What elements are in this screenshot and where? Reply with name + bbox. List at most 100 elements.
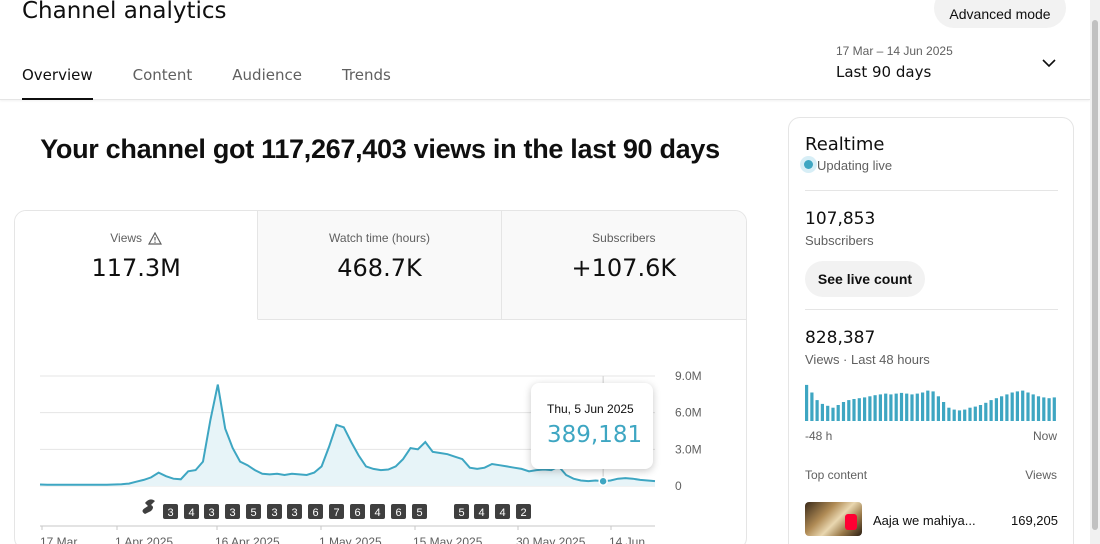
x-tick-label: 1 Apr 2025 (115, 535, 173, 544)
tab-content[interactable]: Content (132, 66, 193, 84)
upload-marker[interactable]: 6 (391, 504, 406, 519)
see-live-count-button[interactable]: See live count (805, 261, 925, 297)
upload-marker-count: 4 (478, 507, 484, 519)
upload-marker[interactable]: 4 (370, 504, 385, 519)
y-tick-label: 9.0M (675, 369, 702, 383)
upload-marker-count: 5 (250, 507, 256, 519)
realtime-bar (968, 407, 972, 421)
tab-trends[interactable]: Trends (341, 66, 391, 84)
realtime-bar (878, 394, 882, 421)
top-bar: Channel analytics Advanced mode Overview… (0, 0, 1090, 100)
y-tick-label: 6.0M (675, 406, 702, 420)
upload-marker[interactable]: 5 (412, 504, 427, 519)
metric-label: Subscribers (592, 231, 656, 245)
advanced-mode-button[interactable]: Advanced mode (934, 0, 1066, 28)
metric-tab-watch-time[interactable]: Watch time (hours) 468.7K (258, 211, 502, 320)
realtime-views-value: 828,387 (805, 328, 876, 348)
upload-marker[interactable]: 3 (267, 504, 282, 519)
metric-label: Watch time (hours) (329, 231, 430, 245)
upload-marker[interactable]: 3 (287, 504, 302, 519)
live-status: Updating live (817, 158, 893, 173)
realtime-bar (994, 398, 998, 421)
upload-marker[interactable]: 7 (329, 504, 344, 519)
realtime-bar (805, 384, 809, 421)
realtime-bar (1036, 396, 1041, 421)
shorts-icon (845, 514, 857, 530)
realtime-bar (952, 409, 956, 421)
views-chart[interactable]: 9.0M 6.0M 3.0M 0 3 4 3 3 5 3 3 6 7 6 4 6 5 5 4 4 2 17 Mar... 1… (15, 321, 747, 544)
upload-marker[interactable]: 4 (474, 504, 489, 519)
realtime-subscribers-value: 107,853 (805, 209, 876, 229)
realtime-bar (915, 393, 919, 421)
warning-icon[interactable] (148, 231, 163, 245)
upload-marker-count: 3 (291, 507, 297, 519)
y-tick-label: 0 (675, 479, 682, 493)
top-content-row[interactable]: Aaja we mahiya... 169,205 (805, 502, 1058, 536)
metric-tab-subscribers[interactable]: Subscribers +107.6K (501, 211, 746, 320)
views-column-label: Views (1025, 468, 1057, 482)
upload-marker-count: 4 (188, 507, 194, 519)
upload-marker-count: 6 (312, 507, 318, 519)
realtime-bar (1000, 396, 1004, 421)
x-tick-label: 17 Mar... (40, 535, 87, 544)
realtime-bar (847, 400, 851, 421)
realtime-bar (1005, 394, 1009, 421)
views-headline: Your channel got 117,267,403 views in th… (40, 134, 720, 164)
upload-marker-count: 3 (167, 507, 173, 519)
upload-marker[interactable]: 3 (225, 504, 240, 519)
x-tick-label: 14 Jun... (609, 535, 655, 544)
realtime-bar (957, 410, 962, 421)
realtime-card: Realtime Updating live 107,853 Subscribe… (788, 117, 1074, 544)
realtime-bar (863, 397, 867, 421)
realtime-bar (810, 392, 814, 421)
top-content-label: Top content (805, 468, 868, 482)
upload-marker[interactable]: 4 (184, 504, 199, 519)
realtime-bar (973, 406, 977, 421)
realtime-bar (1042, 397, 1046, 421)
metric-tab-views[interactable]: Views 117.3M (15, 211, 259, 320)
tab-audience[interactable]: Audience (232, 66, 302, 84)
realtime-bar (936, 396, 940, 421)
metric-tabs: Views 117.3M Watch time (hours) 468.7K S… (15, 211, 746, 320)
realtime-bar (894, 393, 898, 421)
upload-marker[interactable]: 3 (204, 504, 219, 519)
metric-label: Views (110, 231, 163, 245)
tab-overview[interactable]: Overview (22, 66, 93, 100)
x-tick-label: 30 May 2025 (516, 535, 586, 544)
x-tick-label: 1 May 2025 (319, 535, 382, 544)
chevron-down-icon[interactable] (1040, 56, 1058, 70)
tooltip-date: Thu, 5 Jun 2025 (547, 402, 634, 416)
upload-marker[interactable]: 5 (246, 504, 261, 519)
realtime-bar (836, 405, 840, 421)
upload-marker[interactable]: 5 (454, 504, 469, 519)
top-content-views: 169,205 (1011, 513, 1058, 528)
x-tick-label: 16 Apr 2025 (215, 535, 280, 544)
realtime-bar (926, 390, 930, 421)
upload-marker-count: 5 (416, 507, 422, 519)
video-thumbnail[interactable] (805, 502, 862, 536)
live-indicator-icon (800, 156, 817, 173)
realtime-bar (873, 395, 877, 421)
realtime-bar (942, 402, 946, 421)
realtime-bar (910, 394, 914, 421)
top-content-title[interactable]: Aaja we mahiya... (873, 513, 976, 528)
realtime-bar (905, 393, 909, 421)
page-scrollbar[interactable] (1090, 0, 1100, 544)
upload-marker[interactable]: 2 (516, 504, 531, 519)
realtime-bar-chart[interactable] (805, 383, 1058, 421)
realtime-axis-start: -48 h (805, 429, 833, 443)
upload-marker-count: 3 (271, 507, 277, 519)
tab-bar: Overview Content Audience Trends (22, 66, 431, 100)
date-range-selector[interactable]: 17 Mar – 14 Jun 2025 Last 90 days (836, 44, 953, 81)
overview-chart-card: Views 117.3M Watch time (hours) 468.7K S… (14, 210, 747, 544)
realtime-bar (963, 409, 967, 421)
upload-marker[interactable]: 6 (350, 504, 365, 519)
metric-value: 468.7K (337, 254, 422, 282)
upload-marker[interactable]: 4 (495, 504, 510, 519)
upload-marker[interactable]: 3 (163, 504, 178, 519)
upload-marker[interactable]: 6 (308, 504, 323, 519)
realtime-bar (1052, 397, 1056, 421)
shorts-marker-icon[interactable] (142, 499, 156, 514)
realtime-bar (1026, 392, 1030, 421)
scrollbar-thumb[interactable] (1092, 20, 1098, 530)
